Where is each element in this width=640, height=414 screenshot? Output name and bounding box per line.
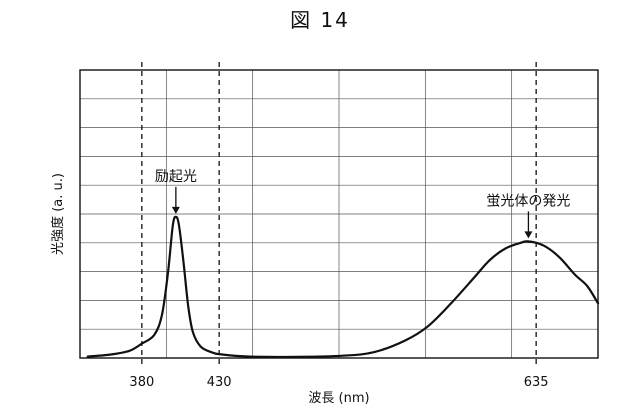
x-tick-label-380: 380 xyxy=(129,375,154,390)
x-axis-label: 波長 (nm) xyxy=(308,391,369,406)
y-axis-label: 光強度 (a. u.) xyxy=(50,173,66,255)
x-tick-label-430: 430 xyxy=(207,375,232,390)
spectrum-line xyxy=(88,217,598,357)
annotation-label-1: 蛍光体の発光 xyxy=(486,193,570,209)
x-tick-labels: 380 430 635 xyxy=(129,375,548,390)
x-tick-label-635: 635 xyxy=(524,375,549,390)
annotation-arrowhead-0 xyxy=(172,207,180,214)
annotation-arrowhead-1 xyxy=(524,231,532,238)
annotations: 励起光蛍光体の発光 xyxy=(155,169,571,238)
annotation-label-0: 励起光 xyxy=(155,169,197,185)
chart-grid xyxy=(80,70,598,358)
